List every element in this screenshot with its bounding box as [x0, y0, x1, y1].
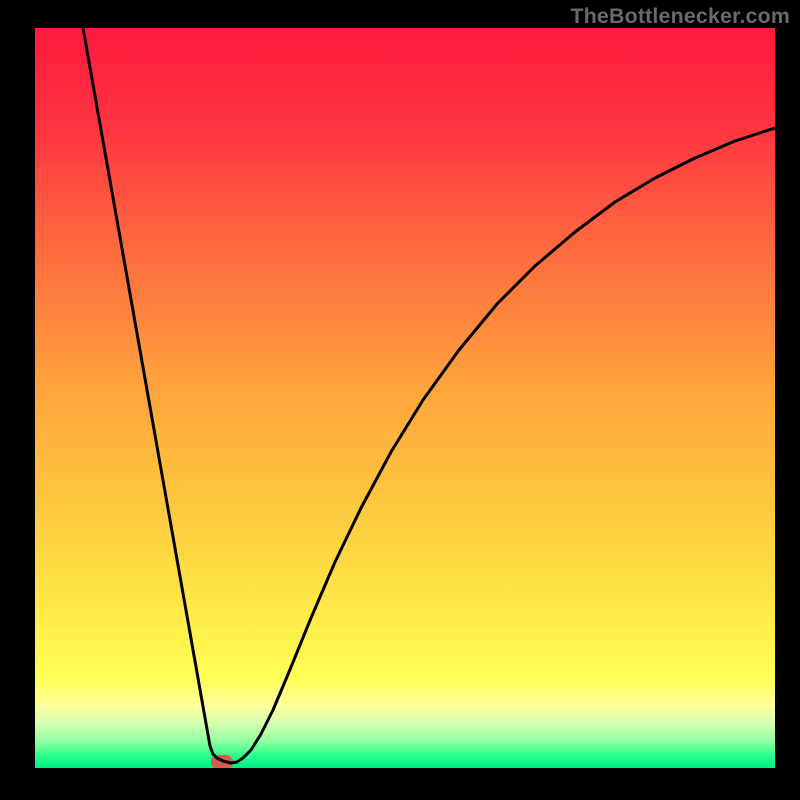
bottleneck-curve: [35, 28, 775, 768]
watermark-text: TheBottlenecker.com: [570, 4, 790, 29]
plot-area: [35, 28, 775, 768]
chart-container: TheBottlenecker.com: [0, 0, 800, 800]
